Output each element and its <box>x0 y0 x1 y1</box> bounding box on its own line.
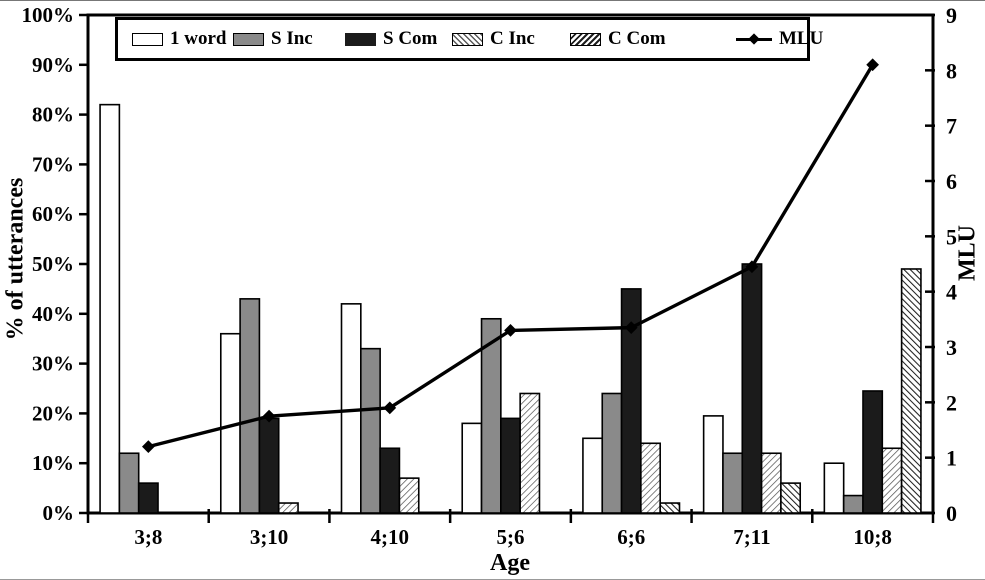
mlu-point-marker <box>383 401 397 415</box>
left-axis-tick-label: 20% <box>32 401 74 425</box>
bar-s-inc <box>722 452 744 514</box>
bar-s-inc <box>480 317 502 514</box>
bar-c-inc <box>881 447 903 514</box>
bar-c-inc <box>519 392 541 514</box>
bar-c-inc <box>760 452 782 514</box>
left-axis-tick-label: 80% <box>32 103 74 127</box>
left-axis-tick-label: 30% <box>32 352 74 376</box>
bar-s-com <box>500 417 521 514</box>
bar-c-inc <box>640 442 661 514</box>
legend-swatch-s-com-icon <box>345 32 376 46</box>
bar-1-word <box>702 415 724 514</box>
left-axis-title: % of utterances <box>2 177 29 341</box>
right-axis-tick-label: 4 <box>946 280 957 305</box>
bar-s-inc <box>601 392 623 514</box>
bar-1-word <box>99 103 121 514</box>
chart-legend: 1 word S Inc S Com C Inc C Com MLU <box>115 17 823 61</box>
left-axis-tick-label: 50% <box>32 252 74 276</box>
legend-item-c-com: C Com <box>570 28 690 50</box>
right-axis-tick-label: 0 <box>946 501 957 526</box>
bar-s-com <box>137 482 159 514</box>
legend-label-c-inc: C Inc <box>490 28 535 49</box>
legend-item-1-word: 1 word <box>132 28 233 50</box>
bar-c-inc <box>398 477 420 514</box>
legend-swatch-1-word-icon <box>132 32 163 46</box>
bar-s-com <box>620 288 642 514</box>
right-axis-tick-label: 1 <box>946 446 957 471</box>
legend-swatch-c-inc-icon <box>452 32 483 46</box>
right-axis-tick-label: 8 <box>946 58 957 83</box>
right-axis-tick-label: 9 <box>946 3 957 28</box>
x-category-label: 3;8 <box>134 525 162 549</box>
left-axis-tick-label: 60% <box>32 202 74 226</box>
bar-s-inc <box>239 298 261 514</box>
bar-s-com <box>741 263 763 514</box>
legend-label-mlu: MLU <box>779 28 824 49</box>
x-category-label: 4;10 <box>371 525 410 549</box>
left-axis-tick-label: 40% <box>32 302 74 326</box>
x-category-label: 7;11 <box>733 525 770 549</box>
bar-c-com <box>900 268 922 514</box>
legend-item-mlu: MLU <box>736 28 823 50</box>
legend-swatch-c-com-icon <box>570 32 601 46</box>
legend-label-s-com: S Com <box>383 28 438 49</box>
x-category-label: 6;6 <box>617 525 645 549</box>
bar-s-com <box>258 417 280 514</box>
bar-c-inc <box>277 502 299 514</box>
bar-s-inc <box>842 494 864 514</box>
right-axis-tick-label: 7 <box>946 114 957 139</box>
left-axis-tick-label: 70% <box>32 152 74 176</box>
x-category-label: 3;10 <box>250 525 289 549</box>
legend-swatch-s-inc-icon <box>233 32 264 46</box>
mlu-point-marker <box>141 440 155 453</box>
legend-item-s-com: S Com <box>345 28 452 50</box>
mlu-point-marker <box>262 409 276 423</box>
bar-c-com <box>659 502 681 514</box>
left-axis-tick-label: 10% <box>32 451 74 475</box>
right-axis-tick-label: 5 <box>946 224 957 249</box>
left-axis-tick-label: 0% <box>43 501 75 525</box>
x-category-label: 5;6 <box>497 525 525 549</box>
legend-label-c-com: C Com <box>608 28 666 49</box>
x-category-label: 10;8 <box>853 525 892 549</box>
legend-mlu-line-marker-icon <box>736 33 772 46</box>
legend-label-1-word: 1 word <box>170 28 227 49</box>
legend-item-s-inc: S Inc <box>233 28 345 50</box>
legend-item-c-inc: C Inc <box>452 28 570 50</box>
bar-1-word <box>582 437 604 514</box>
right-axis-title: MLU <box>954 225 981 281</box>
bar-c-com <box>780 482 802 514</box>
right-axis-tick-label: 3 <box>946 335 957 360</box>
right-axis-tick-label: 6 <box>946 169 957 194</box>
bar-1-word <box>823 462 845 514</box>
bar-1-word <box>461 422 483 514</box>
bar-s-inc <box>360 347 381 514</box>
bar-s-inc <box>118 452 140 514</box>
legend-label-s-inc: S Inc <box>271 28 313 49</box>
right-axis-tick-label: 2 <box>946 390 957 415</box>
bar-s-com <box>862 390 884 514</box>
x-axis-title: Age <box>490 550 530 576</box>
left-axis-tick-label: 90% <box>32 53 74 77</box>
left-axis-tick-label: 100% <box>22 3 75 27</box>
bar-s-com <box>379 447 401 514</box>
